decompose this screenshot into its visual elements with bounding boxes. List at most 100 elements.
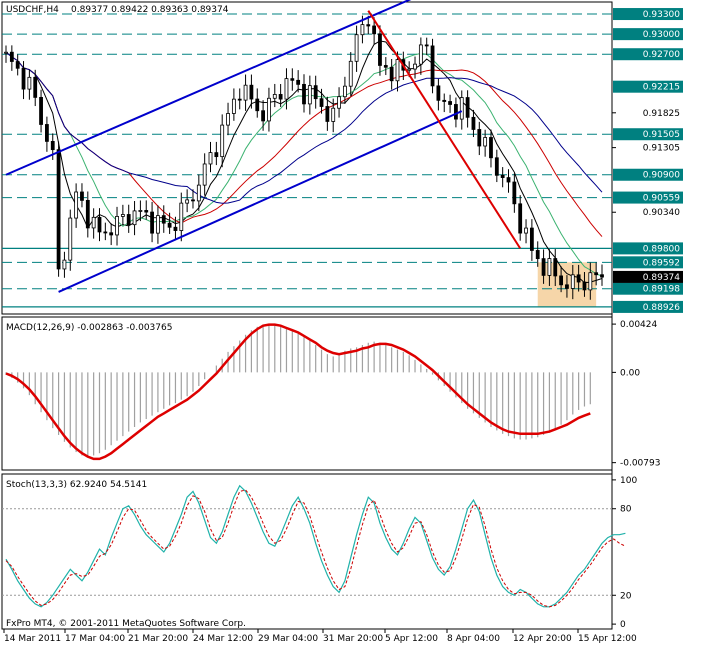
- candle-body: [144, 210, 149, 213]
- candle-body: [74, 191, 79, 219]
- price-label-text: 0.91505: [643, 130, 680, 140]
- candle-body: [378, 33, 382, 66]
- price-level-label: 0.93300: [613, 8, 683, 21]
- candle-body: [360, 24, 365, 36]
- candle-body: [383, 65, 388, 68]
- candle-body: [4, 51, 8, 54]
- price-label-box: [613, 256, 683, 269]
- candle-body: [249, 84, 254, 100]
- candle-body: [413, 63, 417, 70]
- candle-body: [407, 68, 412, 71]
- candle-body: [97, 216, 102, 233]
- candle-body: [588, 272, 593, 291]
- candle-body: [424, 44, 429, 47]
- candle-body: [161, 215, 166, 224]
- candle-body: [167, 222, 172, 228]
- candle-body: [343, 85, 347, 98]
- x-axis-label: 12 Apr 20:00: [513, 634, 572, 644]
- stoch-axis-label: 80: [620, 505, 632, 515]
- candle-body: [56, 149, 61, 270]
- candle-body: [109, 232, 114, 236]
- x-axis-label: 15 Apr 12:00: [578, 634, 637, 644]
- candle-body: [150, 211, 154, 234]
- macd-axis-label: 0.00: [620, 368, 640, 378]
- candle-body: [21, 67, 26, 90]
- candle-body: [237, 98, 242, 101]
- candle-body: [9, 51, 14, 62]
- candle-body: [395, 59, 400, 82]
- candle-body: [278, 94, 283, 100]
- candle-body: [524, 227, 528, 234]
- candle-body: [319, 98, 324, 107]
- candle-body: [191, 199, 195, 202]
- candle-body: [307, 85, 312, 105]
- downtrend-line: [367, 10, 522, 249]
- price-label-box: [613, 191, 683, 204]
- candle-body: [85, 199, 90, 229]
- channel-upper-line: [5, 0, 412, 176]
- price-level-label: 0.91505: [613, 128, 683, 141]
- candle-body: [50, 140, 55, 151]
- price-level-label: 0.90900: [613, 168, 683, 181]
- candle-body: [600, 274, 604, 278]
- candle-body: [372, 25, 377, 35]
- price-label-box: [613, 128, 683, 141]
- candle-body: [261, 110, 265, 122]
- price-level-label: 0.89592: [613, 256, 683, 269]
- price-label-box: [613, 282, 683, 295]
- candle-body: [489, 137, 493, 159]
- price-label-box: [613, 80, 683, 93]
- price-level-label: 0.89800: [613, 242, 683, 255]
- candle-body: [430, 45, 435, 87]
- candle-body: [156, 215, 160, 234]
- macd-axis-label: 0.00424: [620, 320, 657, 330]
- price-label-text: 0.92215: [643, 83, 680, 93]
- candle-body: [500, 174, 505, 178]
- price-label-text: 0.90559: [643, 194, 680, 204]
- candle-body: [80, 191, 84, 201]
- candle-body: [354, 34, 359, 62]
- price-level-label: 0.88926: [613, 300, 683, 313]
- candle-body: [471, 116, 476, 130]
- x-axis-label: 8 Apr 04:00: [447, 634, 500, 644]
- price-pane-header: USDCHF,H4: [6, 5, 59, 15]
- candle-body: [243, 84, 248, 101]
- candle-body: [126, 214, 131, 226]
- stoch-pane: 100 80 20 0: [2, 476, 637, 630]
- candle-body: [272, 94, 277, 99]
- channel-lower-line: [58, 110, 463, 293]
- stoch-signal-line: [5, 489, 626, 608]
- macd-pane-header: MACD(12,26,9) -0.002863 -0.003765: [6, 323, 172, 333]
- candle-body: [529, 227, 534, 251]
- price-level-label: 0.90559: [613, 191, 683, 204]
- candle-body: [559, 275, 563, 286]
- candle-body: [284, 78, 289, 100]
- candle-body: [483, 137, 488, 147]
- candle-body: [331, 107, 336, 122]
- candle-body: [45, 124, 49, 142]
- candle-body: [120, 214, 125, 217]
- price-label-text: 0.93300: [643, 10, 680, 20]
- price-label-box: [613, 8, 683, 21]
- candle-body: [296, 79, 301, 85]
- price-label-box: [613, 48, 683, 61]
- candle-body: [220, 124, 225, 158]
- candle-body: [594, 272, 599, 276]
- price-axis-label: 0.90340: [643, 208, 680, 218]
- candle-body: [436, 85, 441, 101]
- candle-body: [313, 85, 318, 100]
- price-level-label: 0.92215: [613, 80, 683, 93]
- price-label-text: 0.88926: [643, 303, 680, 313]
- candle-body: [302, 83, 306, 105]
- candle-body: [337, 96, 341, 109]
- x-axis-label: 31 Mar 20:00: [323, 634, 383, 644]
- candle-body: [565, 284, 569, 289]
- price-label-box: [613, 28, 683, 41]
- macd-axis-label: -0.00793: [620, 459, 660, 469]
- candle-body: [208, 152, 213, 165]
- stoch-axis-label: 20: [620, 591, 632, 601]
- candle-body: [231, 98, 236, 114]
- candle-body: [541, 258, 546, 276]
- candle-body: [518, 203, 523, 234]
- candle-body: [506, 177, 511, 183]
